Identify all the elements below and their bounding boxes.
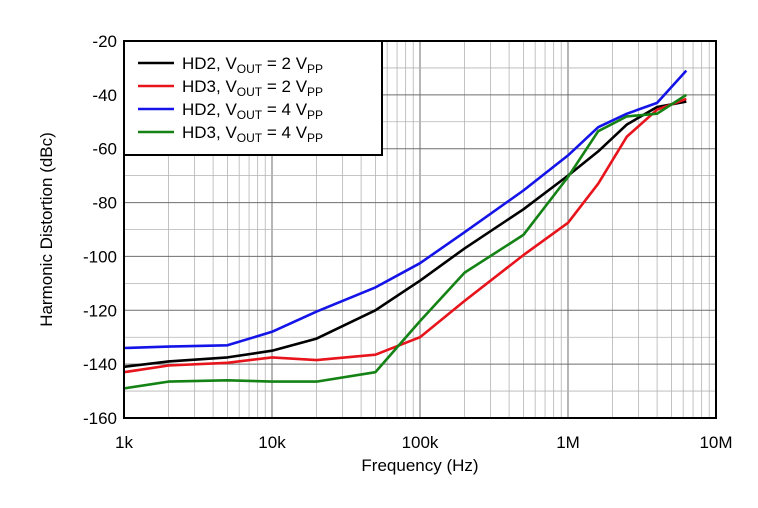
series-lines <box>123 69 688 390</box>
legend-entry-2: HD3, VOUT = 2 VPP <box>182 77 323 99</box>
y-tick-label: -60 <box>92 140 117 159</box>
series-line-2 <box>123 97 687 374</box>
x-tick-label: 1k <box>115 433 133 452</box>
series-line-1 <box>123 100 687 369</box>
y-tick-label: -100 <box>83 247 117 266</box>
y-axis-label: Harmonic Distortion (dBc) <box>37 132 56 327</box>
x-tick-label: 10M <box>699 433 732 452</box>
x-axis-label: Frequency (Hz) <box>361 456 478 475</box>
y-tick-label: -140 <box>83 355 117 374</box>
y-tick-label: -160 <box>83 409 117 428</box>
y-axis-ticks: -20 -40 -60 -80 -100 -120 -140 -160 <box>83 32 117 428</box>
y-tick-label: -120 <box>83 301 117 320</box>
x-axis-ticks: 1k 10k 100k 1M 10M <box>115 433 733 452</box>
x-tick-label: 100k <box>402 433 439 452</box>
legend-box <box>123 40 383 156</box>
x-tick-label: 10k <box>258 433 286 452</box>
legend-entry-3: HD2, VOUT = 4 VPP <box>182 100 323 122</box>
legend-entry-4: HD3, VOUT = 4 VPP <box>182 123 323 145</box>
series-line-4 <box>123 93 688 390</box>
legend-entry-1: HD2, VOUT = 2 VPP <box>182 54 323 76</box>
y-tick-label: -20 <box>92 32 117 51</box>
plot-frame <box>123 40 717 419</box>
x-tick-label: 1M <box>556 433 580 452</box>
y-tick-label: -80 <box>92 194 117 213</box>
y-tick-label: -40 <box>92 86 117 105</box>
series-line-3 <box>123 69 688 350</box>
